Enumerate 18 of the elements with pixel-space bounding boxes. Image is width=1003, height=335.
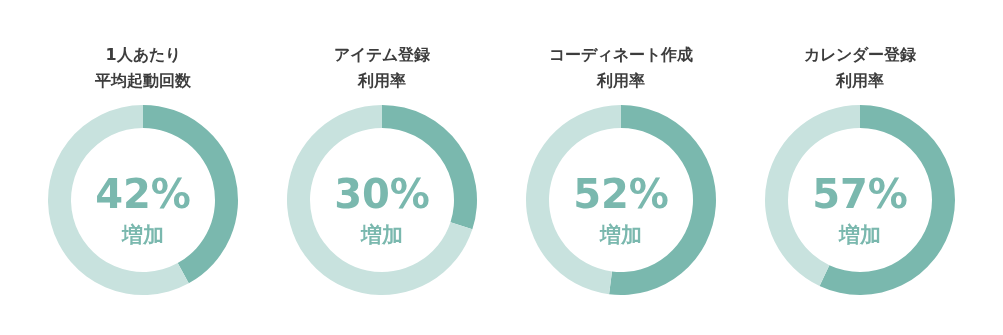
chart-subtitle: 利用率 xyxy=(357,71,406,90)
data-label: 57% xyxy=(812,171,908,217)
text: 増加 xyxy=(838,223,881,247)
text: 増加 xyxy=(360,223,403,247)
text: 増加 xyxy=(121,223,164,247)
text: 増加 xyxy=(599,223,642,247)
chart-subtitle: 平均起動回数 xyxy=(94,71,192,90)
data-label: 52% xyxy=(573,171,669,217)
data-label: 30% xyxy=(334,171,430,217)
chart-title: 1人あたり xyxy=(105,45,181,64)
data-label: 42% xyxy=(95,171,191,217)
chart-title: カレンダー登録 xyxy=(804,45,916,64)
chart-title: コーディネート作成 xyxy=(549,45,693,64)
chart-title: アイテム登録 xyxy=(334,45,430,64)
chart-subtitle: 利用率 xyxy=(596,71,645,90)
chart-subtitle: 利用率 xyxy=(835,71,884,90)
donut-slice xyxy=(48,105,189,295)
donut-slice xyxy=(287,105,473,295)
